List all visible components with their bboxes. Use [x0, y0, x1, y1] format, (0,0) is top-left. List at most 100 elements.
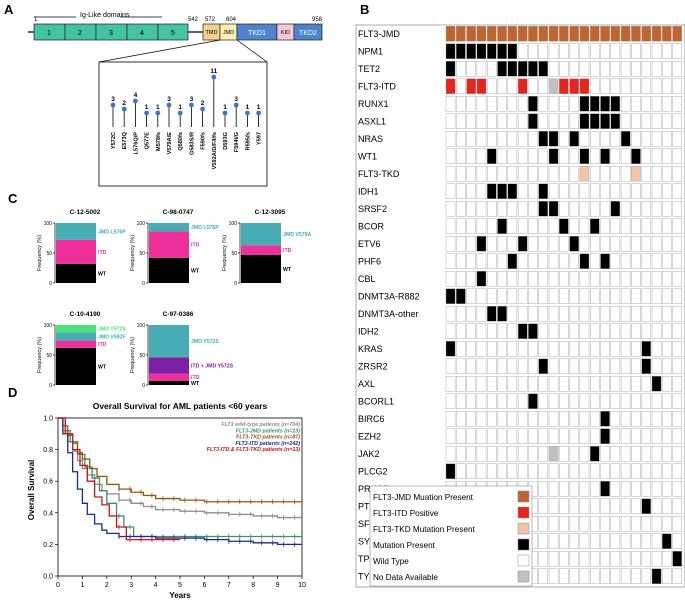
clonality-segment: [149, 325, 189, 358]
oncoprint-cell: [548, 323, 559, 340]
oncoprint-panel: FLT3-JMD NPM1 TET2 FLT3-ITD RUNX1 ASXL1 NRAS WT…: [355, 24, 685, 588]
oncoprint-cell: [590, 61, 600, 77]
oncoprint-cell: [507, 428, 518, 445]
oncoprint-cell: [456, 358, 466, 375]
oncoprint-legend-label: FLT3-JMD Muation Present: [373, 493, 474, 502]
oncoprint-cell: [497, 130, 507, 147]
oncoprint-cell: [620, 428, 631, 445]
oncoprint-cell: [456, 26, 466, 42]
oncoprint-cell: [631, 551, 641, 567]
oncoprint-cell: [600, 78, 610, 94]
oncoprint-legend-label: No Data Available: [373, 573, 438, 582]
clonality-tick-label: 0: [49, 281, 52, 287]
oncoprint-cell: [631, 26, 641, 42]
oncoprint-cell: [507, 183, 518, 199]
oncoprint-cell: [559, 551, 569, 567]
oncoprint-cell: [445, 446, 456, 462]
oncoprint-cell: [538, 568, 549, 585]
oncoprint-cell: [631, 288, 641, 305]
oncoprint-cell: [528, 323, 538, 340]
clonality-segment-label: ITD: [98, 342, 107, 348]
oncoprint-cell: [456, 113, 466, 129]
oncoprint-gene-label: BCORL1: [358, 397, 394, 407]
oncoprint-cell: [672, 200, 682, 217]
clonality-tick-label: 0: [49, 383, 52, 389]
oncoprint-cell: [517, 78, 528, 94]
oncoprint-cell: [641, 165, 652, 182]
oncoprint-cell: [579, 358, 590, 375]
oncoprint-cell: [497, 428, 507, 445]
oncoprint-cell: [559, 463, 569, 480]
oncoprint-cell: [579, 516, 590, 532]
pos-958: 958: [312, 17, 323, 23]
km-series-line: [58, 417, 302, 503]
oncoprint-cell: [497, 411, 507, 427]
oncoprint-cell: [579, 253, 590, 269]
clonality-tick-label: 100: [44, 323, 53, 329]
oncoprint-cell: [559, 516, 569, 532]
oncoprint-cell: [600, 61, 610, 77]
oncoprint-cell: [651, 148, 662, 164]
oncoprint-cell: [620, 43, 631, 60]
oncoprint-cell: [579, 271, 590, 287]
oncoprint-cell: [528, 253, 538, 269]
oncoprint-cell: [631, 498, 641, 515]
oncoprint-cell: [487, 393, 497, 410]
oncoprint-cell: [507, 411, 518, 427]
oncoprint-cell: [517, 411, 528, 427]
oncoprint-cell: [672, 428, 682, 445]
km-series-line: [58, 417, 180, 541]
oncoprint-cell: [548, 358, 559, 375]
clonality-segment: [149, 357, 189, 374]
oncoprint-gene-label: TP53: [358, 554, 380, 564]
oncoprint-gene-label: ASXL1: [358, 117, 386, 127]
oncoprint-legend-label: FLT3-TKD Mutation Present: [373, 525, 475, 534]
panel-label-c: C: [8, 191, 18, 206]
clonality-segment: [56, 332, 96, 341]
oncoprint-cell: [631, 376, 641, 392]
oncoprint-cell: [620, 446, 631, 462]
oncoprint-cell: [631, 235, 641, 252]
oncoprint-cell: [641, 358, 652, 375]
oncoprint-cell: [466, 393, 476, 410]
lollipop-head: [110, 102, 116, 108]
oncoprint-cell: [517, 183, 528, 199]
oncoprint-cell: [620, 26, 631, 42]
oncoprint-cell: [538, 463, 549, 480]
clonality-segment-label: ITD: [283, 248, 292, 254]
oncoprint-cell: [662, 288, 672, 305]
oncoprint-cell: [487, 376, 497, 392]
y-tick-label: 0.6: [43, 479, 53, 486]
oncoprint-cell: [620, 113, 631, 129]
oncoprint-cell: [528, 95, 538, 112]
oncoprint-cell: [538, 533, 549, 550]
oncoprint-cell: [620, 218, 631, 234]
oncoprint-cell: [528, 376, 538, 392]
oncoprint-cell: [487, 428, 497, 445]
oncoprint-cell: [569, 446, 579, 462]
oncoprint-cell: [662, 165, 672, 182]
oncoprint-cell: [569, 306, 579, 322]
oncoprint-cell: [631, 43, 641, 60]
oncoprint-cell: [662, 200, 672, 217]
lollipop-count: 2: [201, 100, 205, 107]
oncoprint-cell: [487, 183, 497, 199]
oncoprint-cell: [476, 463, 487, 480]
oncoprint-cell: [528, 200, 538, 217]
x-tick-label: 0: [56, 582, 60, 589]
oncoprint-cell: [507, 393, 518, 410]
oncoprint-cell: [445, 253, 456, 269]
ig-domain-5: 5: [171, 30, 175, 37]
oncoprint-cell: [445, 113, 456, 129]
oncoprint-cell: [662, 358, 672, 375]
oncoprint-cell: [620, 306, 631, 322]
clonality-segment-label: JMD Y572S: [98, 327, 126, 333]
clonality-tick-label: 50: [231, 251, 237, 257]
oncoprint-cell: [610, 323, 621, 340]
oncoprint-cell: [672, 165, 682, 182]
oncoprint-cell: [538, 130, 549, 147]
oncoprint-cell: [590, 428, 600, 445]
oncoprint-cell: [466, 323, 476, 340]
oncoprint-cell: [600, 148, 610, 164]
